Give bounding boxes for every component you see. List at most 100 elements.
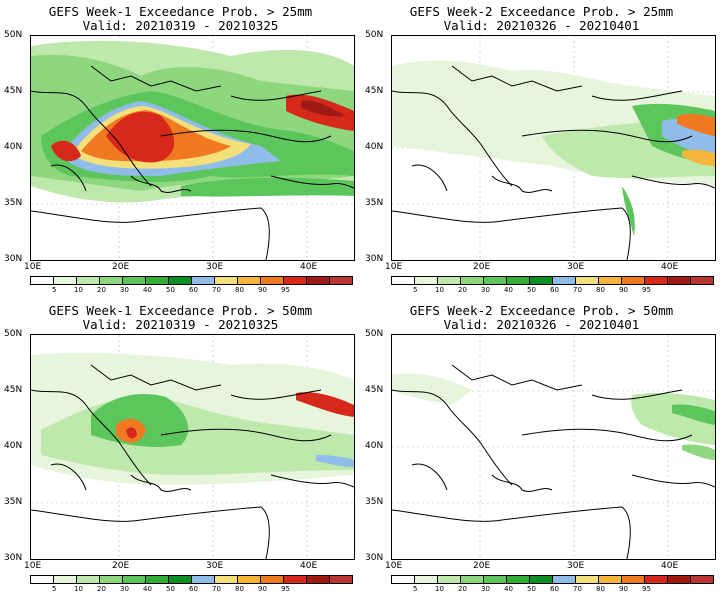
lon-label: 10E bbox=[24, 561, 42, 571]
colorbar-label: 95 bbox=[642, 585, 651, 593]
colorbar-label: 80 bbox=[596, 585, 605, 593]
lon-label: 40E bbox=[661, 262, 679, 272]
lon-label: 20E bbox=[473, 561, 491, 571]
colorbar-label: 70 bbox=[212, 585, 221, 593]
panel-valid-dates: Valid: 20210319 - 20210325 bbox=[82, 317, 279, 332]
lon-label: 30E bbox=[567, 262, 585, 272]
colorbar bbox=[391, 575, 714, 584]
colorbar-label: 50 bbox=[527, 585, 536, 593]
colorbar-label: 50 bbox=[527, 286, 536, 294]
lon-label: 20E bbox=[112, 262, 130, 272]
lat-label: 50N bbox=[365, 329, 384, 339]
colorbar-label: 10 bbox=[74, 585, 83, 593]
colorbar-label: 30 bbox=[481, 585, 490, 593]
lat-label: 40N bbox=[365, 142, 384, 152]
lat-label: 45N bbox=[365, 385, 384, 395]
lat-label: 45N bbox=[4, 385, 23, 395]
colorbar-label: 90 bbox=[258, 286, 267, 294]
colorbar bbox=[30, 575, 353, 584]
lon-label: 30E bbox=[206, 262, 224, 272]
lon-label: 20E bbox=[112, 561, 130, 571]
lon-label: 40E bbox=[661, 561, 679, 571]
lon-label: 20E bbox=[473, 262, 491, 272]
lat-label: 45N bbox=[365, 86, 384, 96]
colorbar-label: 95 bbox=[281, 585, 290, 593]
panel-valid-dates: Valid: 20210326 - 20210401 bbox=[443, 18, 640, 33]
map-week1-25mm bbox=[30, 35, 355, 261]
colorbar-label: 80 bbox=[235, 286, 244, 294]
colorbar-label: 20 bbox=[97, 286, 106, 294]
lat-label: 50N bbox=[365, 30, 384, 40]
lon-label: 10E bbox=[24, 262, 42, 272]
map-week2-25mm bbox=[391, 35, 716, 261]
colorbar-label: 70 bbox=[573, 286, 582, 294]
colorbar-label: 40 bbox=[143, 585, 152, 593]
colorbar-label: 90 bbox=[619, 585, 628, 593]
colorbar bbox=[30, 276, 353, 285]
panel-title: GEFS Week-1 Exceedance Prob. > 25mm bbox=[48, 4, 313, 19]
lat-label: 50N bbox=[4, 30, 23, 40]
lat-label: 40N bbox=[4, 142, 23, 152]
colorbar-label: 70 bbox=[212, 286, 221, 294]
lat-label: 50N bbox=[4, 329, 23, 339]
lon-label: 30E bbox=[567, 561, 585, 571]
colorbar-label: 10 bbox=[435, 585, 444, 593]
panel-week1-25mm: GEFS Week-1 Exceedance Prob. > 25mm Vali… bbox=[0, 0, 361, 299]
lon-label: 10E bbox=[385, 561, 403, 571]
lat-label: 30N bbox=[4, 254, 23, 264]
colorbar-label: 60 bbox=[189, 585, 198, 593]
colorbar-label: 60 bbox=[189, 286, 198, 294]
colorbar-label: 40 bbox=[504, 286, 513, 294]
colorbar-label: 40 bbox=[504, 585, 513, 593]
colorbar-label: 40 bbox=[143, 286, 152, 294]
lat-label: 40N bbox=[4, 441, 23, 451]
lat-label: 40N bbox=[365, 441, 384, 451]
colorbar-label: 60 bbox=[550, 286, 559, 294]
panel-title: GEFS Week-2 Exceedance Prob. > 25mm bbox=[409, 4, 674, 19]
lat-label: 35N bbox=[4, 198, 23, 208]
colorbar-label: 80 bbox=[596, 286, 605, 294]
colorbar-label: 90 bbox=[619, 286, 628, 294]
colorbar-label: 5 bbox=[52, 585, 57, 593]
colorbar-label: 20 bbox=[97, 585, 106, 593]
colorbar-label: 10 bbox=[74, 286, 83, 294]
colorbar-label: 95 bbox=[642, 286, 651, 294]
colorbar-label: 90 bbox=[258, 585, 267, 593]
map-week2-50mm bbox=[391, 334, 716, 560]
panel-week1-50mm: GEFS Week-1 Exceedance Prob. > 50mm Vali… bbox=[0, 299, 361, 598]
lat-label: 35N bbox=[365, 497, 384, 507]
colorbar-label: 80 bbox=[235, 585, 244, 593]
lon-label: 30E bbox=[206, 561, 224, 571]
lat-label: 30N bbox=[365, 254, 384, 264]
panel-valid-dates: Valid: 20210326 - 20210401 bbox=[443, 317, 640, 332]
panel-week2-25mm: GEFS Week-2 Exceedance Prob. > 25mm Vali… bbox=[361, 0, 722, 299]
colorbar-label: 10 bbox=[435, 286, 444, 294]
lon-label: 40E bbox=[300, 262, 318, 272]
colorbar-label: 95 bbox=[281, 286, 290, 294]
map-week1-50mm bbox=[30, 334, 355, 560]
colorbar-label: 30 bbox=[120, 286, 129, 294]
panel-valid-dates: Valid: 20210319 - 20210325 bbox=[82, 18, 279, 33]
colorbar-label: 20 bbox=[458, 286, 467, 294]
colorbar-label: 5 bbox=[413, 585, 418, 593]
colorbar-label: 5 bbox=[52, 286, 57, 294]
colorbar-label: 60 bbox=[550, 585, 559, 593]
lat-label: 30N bbox=[4, 553, 23, 563]
panel-title: GEFS Week-1 Exceedance Prob. > 50mm bbox=[48, 303, 313, 318]
lat-label: 45N bbox=[4, 86, 23, 96]
colorbar-label: 20 bbox=[458, 585, 467, 593]
lon-label: 40E bbox=[300, 561, 318, 571]
panel-title: GEFS Week-2 Exceedance Prob. > 50mm bbox=[409, 303, 674, 318]
colorbar-label: 50 bbox=[166, 286, 175, 294]
colorbar-label: 30 bbox=[481, 286, 490, 294]
colorbar-label: 30 bbox=[120, 585, 129, 593]
colorbar-label: 50 bbox=[166, 585, 175, 593]
lon-label: 10E bbox=[385, 262, 403, 272]
colorbar bbox=[391, 276, 714, 285]
lat-label: 35N bbox=[365, 198, 384, 208]
colorbar-label: 70 bbox=[573, 585, 582, 593]
lat-label: 30N bbox=[365, 553, 384, 563]
colorbar-label: 5 bbox=[413, 286, 418, 294]
panel-week2-50mm: GEFS Week-2 Exceedance Prob. > 50mm Vali… bbox=[361, 299, 722, 598]
lat-label: 35N bbox=[4, 497, 23, 507]
